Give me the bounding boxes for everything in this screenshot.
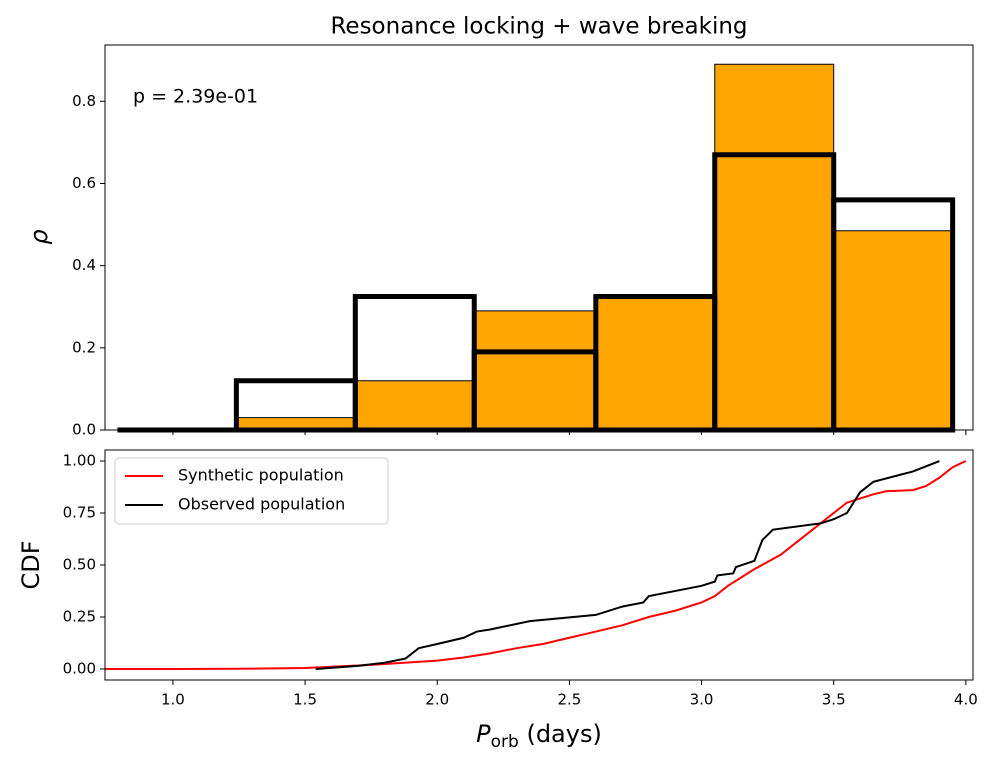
x-tick-label: 3.5 [822, 691, 846, 709]
bar [714, 63, 835, 431]
y-tick-label: 1.00 [63, 452, 96, 470]
y-tick-label: 0.00 [63, 659, 96, 677]
x-tick-label: 1.5 [293, 691, 317, 709]
y-tick-label: 0.50 [63, 556, 96, 574]
x-tick-label: 4.0 [954, 691, 978, 709]
y-axis-label: CDF [17, 540, 45, 589]
line [315, 460, 940, 670]
chart-title: Resonance locking + wave breaking [330, 14, 747, 40]
bar [473, 310, 597, 431]
line [105, 460, 967, 670]
x-tick-label: 1.0 [161, 691, 185, 709]
y-tick-label: 0.75 [63, 504, 96, 522]
x-label-subscript: orb [491, 732, 519, 752]
y-tick-label: 0.6 [72, 174, 96, 192]
legend: Synthetic population Observed population [114, 457, 389, 525]
axes-frame [104, 449, 974, 681]
annotation: p = 2.39e-01 [133, 86, 258, 108]
x-tick-label: 3.0 [690, 691, 714, 709]
bar [354, 380, 475, 431]
x-axis-label: Porb (days) [476, 720, 602, 752]
legend-box [114, 457, 389, 525]
y-tick-label: 0.8 [72, 92, 96, 110]
x-label-symbol: P [476, 720, 491, 748]
y-axis-label: ρ [25, 229, 53, 244]
bar [833, 230, 954, 431]
x-tick-label: 2.0 [425, 691, 449, 709]
y-tick-label: 0.2 [72, 338, 96, 356]
x-label-unit: (days) [519, 720, 602, 748]
y-tick-label: 0.0 [72, 421, 96, 439]
y-tick-label: 0.4 [72, 256, 96, 274]
bar [595, 298, 716, 431]
axes-frame [104, 44, 974, 431]
x-tick-label: 2.5 [557, 691, 581, 709]
y-tick-label: 0.25 [63, 607, 96, 625]
legend-label: Observed population [178, 495, 345, 514]
legend-label: Synthetic population [178, 466, 344, 485]
